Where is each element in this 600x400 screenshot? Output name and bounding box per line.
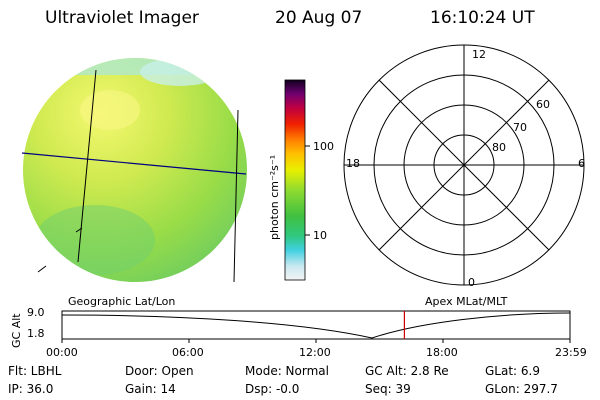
uv-earth-image bbox=[21, 58, 247, 283]
ip-status: IP: 36.0 bbox=[8, 382, 54, 396]
time-label: 16:10:24 UT bbox=[430, 8, 535, 28]
x-tick-0600: 06:00 bbox=[172, 346, 204, 359]
glat-status: GLat: 6.9 bbox=[485, 364, 540, 378]
x-tick-0000: 00:00 bbox=[46, 346, 78, 359]
dsp-status: Dsp: -0.0 bbox=[245, 382, 300, 396]
colorbar-unit-label: photon cm⁻²s⁻¹ bbox=[268, 154, 281, 240]
x-tick-1200: 12:00 bbox=[299, 346, 331, 359]
mlat-label-80: 80 bbox=[492, 141, 506, 154]
x-tick-1800: 18:00 bbox=[426, 346, 458, 359]
timeline-y-label: GC Alt bbox=[10, 313, 23, 348]
mlt-label-18: 18 bbox=[346, 157, 360, 170]
mode-status: Mode: Normal bbox=[245, 364, 329, 378]
seq-status: Seq: 39 bbox=[365, 382, 411, 396]
intensity-colorbar bbox=[284, 79, 310, 281]
door-status: Door: Open bbox=[125, 364, 194, 378]
gc-alt-status: GC Alt: 2.8 Re bbox=[365, 364, 449, 378]
timeline-y-top: 9.0 bbox=[27, 306, 45, 319]
colorbar-tick-100: 100 bbox=[313, 140, 334, 153]
mlat-mlt-polar-grid bbox=[343, 44, 585, 286]
colorbar-tick-10: 10 bbox=[313, 229, 327, 242]
timeline-y-bottom: 1.8 bbox=[27, 327, 45, 340]
mlt-label-6: 6 bbox=[578, 157, 585, 170]
mlat-label-70: 70 bbox=[513, 121, 527, 134]
glon-status: GLon: 297.7 bbox=[485, 382, 558, 396]
geographic-title: Geographic Lat/Lon bbox=[68, 295, 176, 308]
altitude-timeline bbox=[61, 310, 571, 343]
mlt-label-0: 0 bbox=[468, 276, 475, 289]
filter-status: Flt: LBHL bbox=[8, 364, 62, 378]
gain-status: Gain: 14 bbox=[125, 382, 176, 396]
mlat-label-60: 60 bbox=[536, 98, 550, 111]
date-label: 20 Aug 07 bbox=[275, 8, 363, 28]
instrument-title: Ultraviolet Imager bbox=[45, 8, 199, 28]
mlt-label-12: 12 bbox=[472, 48, 486, 61]
x-tick-2359: 23:59 bbox=[555, 346, 587, 359]
apex-title: Apex MLat/MLT bbox=[425, 295, 508, 308]
